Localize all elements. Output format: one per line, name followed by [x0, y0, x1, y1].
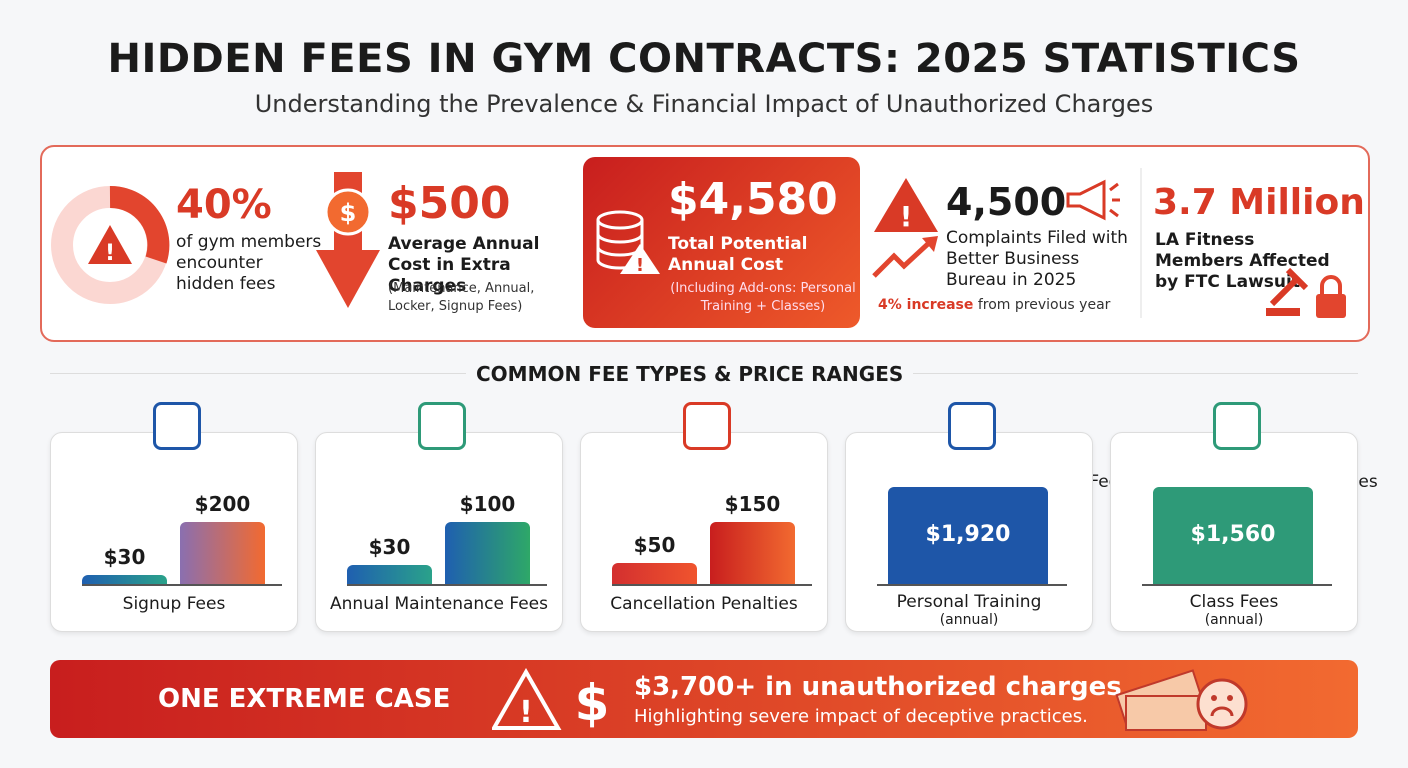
- down-arrow-icon: $: [316, 172, 380, 308]
- svg-text:!: !: [519, 695, 533, 730]
- money-icon: [1115, 669, 1248, 731]
- fee-icon: [683, 402, 731, 450]
- fee-note: (annual): [1204, 612, 1264, 628]
- bar: [347, 565, 432, 584]
- fee-icon: [153, 402, 201, 450]
- divider: [1140, 168, 1142, 318]
- bar: [180, 522, 265, 584]
- svg-text:!: !: [105, 241, 115, 266]
- baseline: [347, 584, 547, 586]
- svg-text:!: !: [900, 200, 913, 233]
- bar-label: $30: [368, 535, 411, 560]
- fee-caption: Signup Fees: [122, 594, 226, 614]
- section-title: COMMON FEE TYPES & PRICE RANGES: [466, 362, 914, 386]
- fee-icon: [418, 402, 466, 450]
- bar-label: $100: [459, 492, 516, 516]
- stat-value: 4,500: [946, 180, 1067, 224]
- fee-caption: Class Fees: [1189, 592, 1279, 612]
- bar: [612, 563, 697, 584]
- bar-label: $200: [194, 492, 251, 516]
- bar-label: $30: [103, 544, 146, 569]
- fee-note: (annual): [939, 612, 999, 628]
- banner-subtext: Highlighting severe impact of deceptive …: [634, 706, 1088, 727]
- baseline: [612, 584, 812, 586]
- banner-label: ONE EXTREME CASE: [158, 684, 451, 714]
- database-icon: !: [596, 210, 660, 276]
- banner-headline: $3,700+ in unauthorized charges: [634, 672, 1122, 702]
- stat-note: (Including Add-ons: Personal Training + …: [670, 281, 856, 314]
- stat-note: (Maintenance, Annual, Locker, Signup Fee…: [388, 281, 535, 314]
- alert-growth-icon: !: [872, 178, 938, 278]
- fee-caption: Cancellation Penalties: [610, 594, 798, 614]
- bar: [445, 522, 530, 584]
- stat-change: 4% increase: [878, 297, 974, 313]
- banner-icons: ! $: [492, 668, 610, 732]
- bar-label: $1,560: [1190, 521, 1276, 547]
- stat-value: $4,580: [668, 174, 838, 225]
- donut-icon: !: [51, 185, 170, 304]
- bar-label: $1,920: [925, 521, 1011, 547]
- stat-value: 3.7 Million: [1153, 182, 1365, 223]
- stat-text: Complaints Filed with Better Business Bu…: [946, 228, 1128, 290]
- svg-text:$: $: [575, 674, 610, 732]
- fee-caption: Annual Maintenance Fees: [329, 594, 548, 614]
- bar: [82, 574, 167, 584]
- baseline: [1142, 584, 1332, 586]
- bar-label: $50: [633, 533, 676, 558]
- fee-icon: [948, 402, 996, 450]
- svg-text:!: !: [636, 255, 644, 276]
- fee-icon: [1213, 402, 1261, 450]
- baseline: [82, 584, 282, 586]
- stat-text: of gym members encounter hidden fees: [176, 232, 322, 294]
- bar: [1153, 487, 1313, 584]
- bar: [888, 487, 1048, 584]
- baseline: [877, 584, 1067, 586]
- stat-value: $500: [388, 178, 511, 229]
- stat-value: 40%: [176, 182, 272, 228]
- subtitle: Understanding the Prevalence & Financial…: [254, 90, 1154, 118]
- bar-label: $150: [724, 492, 781, 516]
- title: HIDDEN FEES IN GYM CONTRACTS: 2025 STATI…: [107, 36, 1301, 82]
- stat-change-text: from previous year: [977, 297, 1111, 313]
- stat-change-row: 4% increase from previous year: [878, 296, 1110, 314]
- stat-text: LA Fitness Members Affected by FTC Lawsu…: [1155, 230, 1330, 292]
- gavel-lock-icon: [1266, 267, 1346, 318]
- fee-caption: Personal Training: [896, 592, 1042, 612]
- megaphone-icon: [1066, 179, 1120, 221]
- svg-text:$: $: [340, 199, 357, 227]
- bar: [710, 522, 795, 584]
- stat-text: Total Potential Annual Cost: [668, 234, 808, 275]
- stat-text: Average Annual Cost in Extra Charges: [388, 234, 540, 296]
